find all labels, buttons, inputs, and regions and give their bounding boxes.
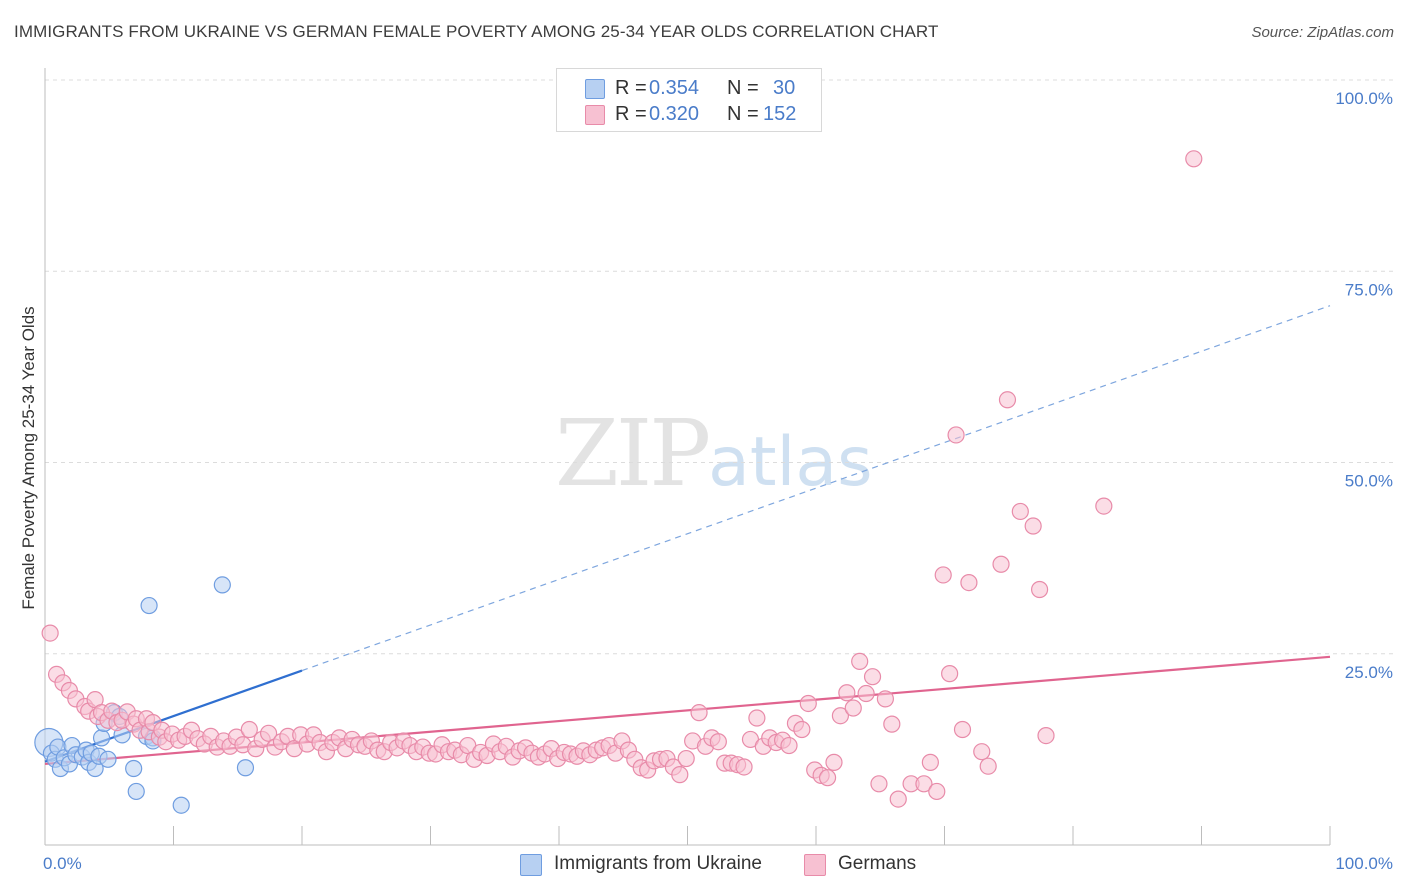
- germans-point: [259, 724, 278, 742]
- watermark-zip: ZIP: [555, 400, 711, 507]
- germans-point: [825, 753, 843, 771]
- germans-point: [1024, 517, 1042, 535]
- y-axis-label: Female Poverty Among 25-34 Year Olds: [19, 306, 38, 609]
- germans-point: [883, 715, 901, 733]
- ukraine-point: [127, 782, 145, 801]
- germans-point: [960, 574, 978, 592]
- germans-point: [1030, 580, 1049, 599]
- germans-point: [41, 624, 59, 642]
- germans-point: [831, 707, 850, 725]
- germans-point: [921, 753, 939, 771]
- germans-point: [851, 652, 869, 671]
- germans-point: [240, 720, 258, 739]
- source-credit: Source: ZipAtlas.com: [1251, 24, 1394, 41]
- germans-point: [992, 555, 1010, 573]
- data-points: [34, 150, 1203, 814]
- germans-point: [671, 766, 689, 784]
- germans-swatch: [585, 105, 605, 125]
- ukraine-point: [92, 729, 111, 747]
- y-tick-label: 100.0%: [1335, 89, 1393, 108]
- germans-point: [934, 566, 952, 584]
- legend-label: Germans: [838, 853, 917, 874]
- germans-point: [844, 699, 862, 717]
- correlation-legend: R = 0.354 N = 30 R = 0.320 N = 152: [556, 68, 822, 132]
- x-tick-label: 100.0%: [1335, 854, 1393, 873]
- ukraine-point: [125, 759, 143, 778]
- chart-title: IMMIGRANTS FROM UKRAINE VS GERMAN FEMALE…: [14, 22, 939, 41]
- germans-point: [1037, 727, 1055, 745]
- germans-point: [876, 690, 894, 708]
- r-value: 0.320: [649, 103, 700, 125]
- germans-point: [857, 684, 875, 703]
- germans-point: [863, 668, 882, 686]
- germans-point: [838, 684, 856, 702]
- germans-point: [793, 720, 811, 739]
- x-tick-label: 0.0%: [43, 854, 82, 873]
- ukraine-point: [172, 796, 190, 814]
- germans-point: [1185, 150, 1203, 168]
- r-value: 0.354: [649, 77, 700, 99]
- tick-labels: 100.0% 75.0% 50.0% 25.0% 0.0% 100.0%: [43, 89, 1393, 873]
- germans-point: [953, 720, 972, 739]
- ukraine-point: [236, 759, 255, 777]
- germans-point: [748, 709, 766, 727]
- n-value: 152: [763, 103, 797, 125]
- germans-point: [928, 782, 946, 801]
- germans-point: [979, 757, 997, 775]
- y-tick-label: 50.0%: [1345, 472, 1393, 491]
- germans-point: [799, 694, 817, 713]
- series-legend: Immigrants from Ukraine Germans: [0, 852, 1406, 878]
- n-label: N =: [727, 103, 759, 125]
- y-tick-label: 25.0%: [1345, 663, 1393, 682]
- germans-point: [818, 769, 837, 787]
- germans-point: [690, 704, 708, 722]
- trend-lines: [44, 305, 1331, 766]
- germans-point: [1011, 502, 1029, 521]
- r-label: R =: [615, 103, 647, 125]
- ukraine-point: [213, 576, 231, 594]
- ukraine-point: [99, 750, 117, 768]
- germans-point: [780, 736, 798, 755]
- germans-point: [889, 790, 907, 808]
- n-label: N =: [727, 77, 759, 99]
- germans-point: [735, 758, 753, 776]
- germans-point: [870, 775, 888, 793]
- germans-swatch: [804, 854, 826, 876]
- germans-point: [973, 743, 991, 761]
- ukraine-swatch: [585, 79, 605, 99]
- n-value: 30: [773, 77, 796, 99]
- ukraine-swatch: [520, 854, 542, 876]
- germans-point: [677, 749, 695, 768]
- germans-point: [915, 775, 933, 793]
- germans-point: [941, 665, 959, 683]
- y-tick-label: 75.0%: [1345, 280, 1393, 299]
- germans-point: [709, 733, 727, 751]
- germans-point: [947, 426, 965, 444]
- legend-label: Immigrants from Ukraine: [554, 853, 762, 874]
- ukraine-trend-extension: [301, 305, 1331, 672]
- germans-point: [998, 391, 1017, 409]
- r-label: R =: [615, 77, 647, 99]
- axes: [44, 68, 1331, 846]
- ukraine-point: [140, 596, 158, 615]
- germans-point: [1095, 497, 1113, 515]
